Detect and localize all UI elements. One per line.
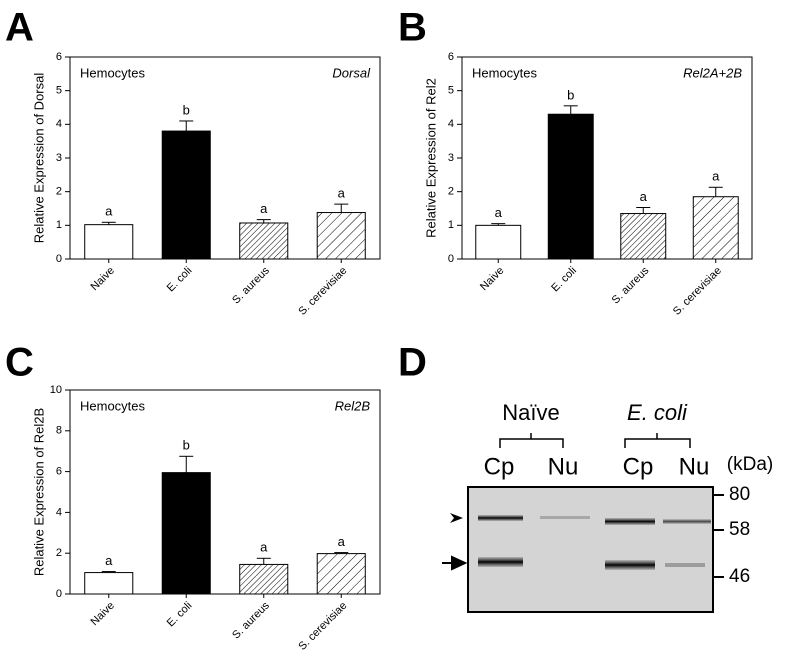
y-tick-label: 4: [56, 118, 62, 130]
membrane: [467, 486, 714, 613]
y-tick-label: 0: [56, 588, 62, 600]
y-tick-label: 3: [448, 152, 454, 164]
plot-frame: [69, 56, 381, 260]
significance-label: a: [338, 186, 346, 201]
bar: [547, 113, 594, 260]
note: Hemocytes: [80, 65, 146, 80]
band: [478, 557, 523, 567]
significance-label: b: [183, 438, 190, 453]
y-axis-label: Relative Expression of Rel2: [423, 78, 438, 238]
significance-label: a: [105, 204, 113, 219]
band: [663, 519, 711, 524]
bar: [692, 196, 739, 260]
y-tick-label: 4: [56, 506, 62, 518]
significance-label: a: [260, 201, 268, 216]
band: [605, 518, 655, 525]
x-tick-label: E. coli: [549, 265, 579, 295]
arrow: [442, 555, 468, 571]
significance-label: a: [640, 189, 648, 204]
bar: [620, 213, 667, 260]
marker-label: 58: [729, 519, 750, 540]
y-tick-label: 6: [56, 466, 62, 478]
x-tick-label: Naive: [89, 600, 117, 628]
marker-label: 80: [729, 484, 750, 505]
gene-label: Dorsal: [332, 65, 371, 80]
bar: [84, 224, 134, 260]
x-tick-label: S. aureus: [230, 599, 272, 641]
y-tick-label: 0: [448, 253, 454, 265]
y-tick-label: 0: [56, 253, 62, 265]
y-tick-label: 6: [56, 51, 62, 63]
x-tick-label: S. aureus: [610, 264, 652, 306]
panel-label: D: [398, 341, 427, 385]
panel-label: B: [398, 6, 427, 50]
y-tick-label: 2: [56, 186, 62, 198]
lane-label: Cp: [623, 453, 654, 480]
x-tick-label: S. cerevisiae: [296, 600, 349, 653]
y-axis-label: Relative Expression of Dorsal: [31, 73, 46, 244]
bar: [239, 222, 289, 260]
y-tick-label: 2: [448, 186, 454, 198]
lane-label: Nu: [548, 453, 579, 480]
band: [605, 560, 655, 570]
x-tick-label: Naive: [478, 265, 506, 293]
chart-panel: A 0 1 2 3 4 5 6 Hemocytes Dorsal Relative Expressi…: [5, 6, 381, 318]
chart-panel: C 0 2 4 6 8 10 Hemocytes Rel2B Relative Expressio…: [5, 341, 381, 653]
significance-label: b: [567, 87, 574, 102]
y-tick-label: 1: [448, 219, 454, 231]
significance-label: a: [495, 205, 503, 220]
bar: [84, 572, 134, 595]
band: [540, 516, 590, 519]
band: [478, 515, 523, 521]
significance-label: a: [338, 534, 346, 549]
unit-label: (kDa): [727, 454, 773, 475]
panel-label: C: [5, 341, 34, 385]
y-tick-label: 8: [56, 425, 62, 437]
x-tick-label: E. coli: [165, 265, 195, 295]
plot-frame: [69, 389, 381, 595]
bar: [316, 212, 366, 260]
chart-panel: B 0 1 2 3 4 5 6 Hemocytes Rel2A+2B Relative Expres…: [398, 6, 753, 318]
y-tick-label: 4: [448, 118, 454, 130]
panel-label: A: [5, 6, 34, 50]
gene-label: Rel2A+2B: [683, 65, 742, 80]
lane-label: Cp: [484, 453, 515, 480]
note: Hemocytes: [472, 65, 538, 80]
significance-label: a: [712, 169, 720, 184]
significance-label: a: [105, 553, 113, 568]
bracket: [499, 433, 691, 448]
x-tick-label: S. cerevisiae: [296, 265, 349, 318]
western-blot: D Naïve E. coli Cp Nu Cp Nu (kDa): [398, 341, 773, 613]
significance-label: b: [183, 102, 190, 117]
y-tick-label: 3: [56, 152, 62, 164]
group-label: Naïve: [502, 400, 559, 425]
significance-label: a: [260, 540, 268, 555]
plot-frame: [461, 56, 753, 260]
y-tick-label: 5: [56, 85, 62, 97]
y-axis-label: Relative Expression of Rel2B: [31, 408, 46, 576]
lane-label: Nu: [679, 453, 710, 480]
bar: [239, 563, 289, 595]
y-tick-label: 5: [448, 85, 454, 97]
group-label: E. coli: [627, 400, 688, 425]
y-tick-label: 2: [56, 547, 62, 559]
x-tick-label: S. aureus: [230, 264, 272, 306]
bar: [161, 472, 211, 595]
x-tick-label: Naive: [89, 265, 117, 293]
bar: [475, 224, 522, 260]
x-tick-label: S. cerevisiae: [671, 265, 724, 318]
bar: [316, 553, 366, 595]
y-tick-label: 10: [50, 384, 62, 396]
band: [665, 563, 705, 567]
gene-label: Rel2B: [335, 398, 371, 413]
x-tick-label: E. coli: [165, 600, 195, 630]
bar: [161, 130, 211, 260]
arrowhead: [450, 513, 463, 523]
note: Hemocytes: [80, 398, 146, 413]
marker-label: 46: [729, 566, 750, 587]
y-tick-label: 1: [56, 219, 62, 231]
y-tick-label: 6: [448, 51, 454, 63]
